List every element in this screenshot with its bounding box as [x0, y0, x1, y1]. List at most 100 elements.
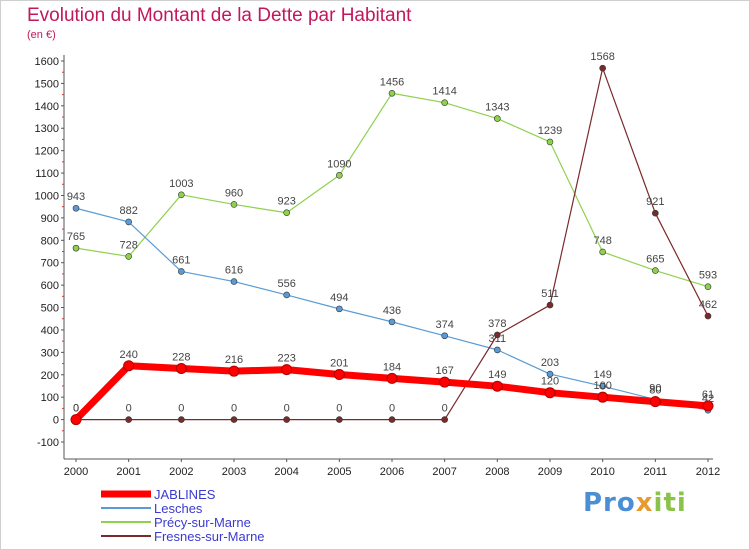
y-tick-label: 1300 — [35, 123, 59, 135]
data-label: 882 — [119, 205, 137, 217]
series-line-pr-cy-sur-marne — [75, 92, 709, 288]
data-point — [175, 362, 187, 374]
data-point — [178, 416, 185, 423]
data-point — [652, 267, 659, 274]
y-tick-label: 400 — [41, 325, 59, 337]
data-label: 167 — [435, 365, 453, 377]
data-label: 0 — [73, 403, 79, 415]
data-label: 0 — [231, 403, 237, 415]
y-tick-label: 700 — [41, 258, 59, 270]
data-point — [336, 305, 343, 313]
data-label: 0 — [73, 403, 79, 415]
data-label: 216 — [225, 354, 243, 366]
data-point — [70, 414, 82, 426]
data-label: 90 — [649, 382, 661, 394]
data-label: 378 — [488, 318, 506, 330]
data-point — [125, 218, 132, 226]
data-point — [494, 115, 501, 122]
y-tick-label: 1100 — [35, 168, 59, 180]
data-label: 923 — [277, 196, 295, 208]
data-label: 0 — [284, 403, 290, 415]
legend-label: Précy-sur-Marne — [154, 515, 251, 530]
data-label: 1456 — [380, 76, 404, 88]
x-tick-label: 2005 — [327, 466, 351, 478]
y-tick-label: 800 — [41, 235, 59, 247]
data-point — [439, 376, 451, 388]
x-tick-label: 2009 — [538, 466, 562, 478]
y-tick-label: -100 — [37, 437, 59, 449]
data-label: 1239 — [538, 125, 562, 137]
x-tick-label: 2010 — [590, 466, 614, 478]
y-tick-label: 1400 — [35, 101, 59, 113]
data-label: 511 — [541, 288, 559, 300]
data-label: 228 — [172, 351, 190, 363]
x-tick-label: 2000 — [64, 466, 88, 478]
y-tick-label: 900 — [41, 213, 59, 225]
axes: -100010020030040050060070080090010001100… — [35, 55, 720, 478]
legend-label: JABLINES — [154, 487, 216, 502]
series-layer — [70, 64, 714, 426]
data-point — [283, 416, 290, 423]
logo-part-1: Pro — [583, 488, 636, 518]
data-point — [704, 283, 712, 290]
data-label: 665 — [646, 254, 664, 266]
data-point — [546, 370, 554, 378]
proxiti-logo: Proxiti — [583, 488, 687, 518]
data-point — [597, 391, 609, 403]
x-tick-label: 2011 — [644, 466, 668, 478]
data-point — [283, 209, 290, 217]
y-tick-label: 100 — [41, 392, 59, 404]
data-label: 223 — [277, 353, 295, 365]
data-label: 1343 — [485, 102, 509, 114]
data-point — [281, 364, 293, 376]
data-label: 374 — [435, 319, 453, 331]
data-point — [72, 204, 80, 212]
data-point — [125, 416, 132, 423]
data-label: 436 — [383, 305, 401, 317]
x-tick-label: 2008 — [485, 466, 509, 478]
data-point — [336, 416, 343, 423]
chart-title: Evolution du Montant de la Dette par Hab… — [27, 5, 412, 26]
data-label: 921 — [646, 196, 664, 208]
data-label: 184 — [383, 361, 401, 373]
data-label: 0 — [126, 403, 132, 415]
data-point — [441, 416, 448, 423]
data-label: 661 — [172, 254, 190, 266]
data-point — [702, 400, 714, 412]
data-label: 1414 — [432, 86, 456, 98]
data-point — [649, 396, 661, 408]
data-label: 0 — [442, 403, 448, 415]
x-tick-label: 2006 — [380, 466, 404, 478]
data-label: 748 — [593, 235, 611, 247]
data-label: 1003 — [169, 178, 193, 190]
data-label: 593 — [699, 270, 717, 282]
y-tick-label: 500 — [41, 303, 59, 315]
data-point — [125, 253, 132, 260]
legend: JABLINESLeschesPrécy-sur-MarneFresnes-su… — [101, 487, 265, 544]
y-tick-label: 1600 — [35, 56, 59, 68]
data-label: 100 — [593, 380, 611, 392]
legend-label: Fresnes-sur-Marne — [154, 529, 265, 544]
data-label: 61 — [702, 389, 714, 401]
logo-part-2: x — [635, 488, 654, 518]
data-point — [72, 244, 80, 252]
data-label: 462 — [699, 299, 717, 311]
data-label: 80 — [649, 385, 661, 397]
data-label: 728 — [119, 239, 137, 251]
x-tick-label: 2001 — [116, 466, 140, 478]
data-label: 201 — [330, 358, 348, 370]
data-point — [441, 332, 448, 340]
x-tick-label: 2002 — [169, 466, 193, 478]
data-point — [333, 369, 345, 381]
logo-part-3: iti — [653, 488, 687, 518]
data-label: 240 — [119, 349, 137, 361]
x-tick-label: 2012 — [696, 466, 720, 478]
data-label: 0 — [389, 403, 395, 415]
data-point — [388, 89, 396, 97]
data-labels: 0 240 228 216 223 201 184 167 149 120 100 80 61 943 88… — [67, 51, 717, 414]
data-point — [494, 346, 501, 354]
data-label: 1090 — [327, 158, 351, 170]
x-tick-label: 2007 — [432, 466, 456, 478]
